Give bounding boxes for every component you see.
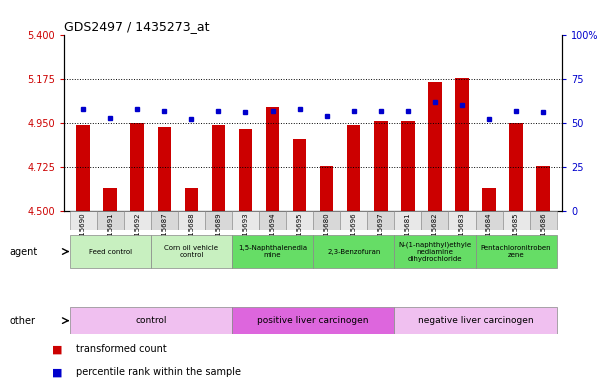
Text: Corn oil vehicle
control: Corn oil vehicle control: [164, 245, 218, 258]
Text: GSM115695: GSM115695: [296, 212, 302, 255]
Text: ■: ■: [52, 367, 62, 377]
Bar: [70, 308, 232, 334]
Bar: [103, 188, 117, 211]
Bar: [482, 188, 496, 211]
Bar: [401, 121, 415, 211]
Text: agent: agent: [9, 247, 37, 257]
Bar: [503, 211, 530, 230]
Bar: [70, 211, 97, 230]
Bar: [232, 211, 259, 230]
Bar: [394, 308, 557, 334]
Bar: [185, 188, 198, 211]
Bar: [530, 211, 557, 230]
Text: GSM115691: GSM115691: [107, 212, 113, 255]
Text: GSM115682: GSM115682: [432, 212, 438, 255]
Bar: [448, 211, 475, 230]
Bar: [536, 166, 550, 211]
Bar: [293, 139, 306, 211]
Text: GSM115690: GSM115690: [80, 212, 86, 255]
Text: Feed control: Feed control: [89, 248, 132, 255]
Text: GSM115680: GSM115680: [324, 212, 330, 255]
Bar: [475, 235, 557, 268]
Text: negative liver carcinogen: negative liver carcinogen: [418, 316, 533, 325]
Bar: [158, 127, 171, 211]
Bar: [347, 125, 360, 211]
Bar: [97, 211, 123, 230]
Bar: [70, 235, 151, 268]
Text: GSM115685: GSM115685: [513, 212, 519, 255]
Bar: [286, 211, 313, 230]
Text: GSM115689: GSM115689: [216, 212, 221, 255]
Text: GSM115681: GSM115681: [405, 212, 411, 255]
Text: GSM115696: GSM115696: [351, 212, 357, 255]
Bar: [475, 211, 503, 230]
Bar: [266, 107, 279, 211]
Text: GSM115687: GSM115687: [161, 212, 167, 255]
Text: GSM115694: GSM115694: [269, 212, 276, 255]
Text: GSM115684: GSM115684: [486, 212, 492, 255]
Text: GSM115686: GSM115686: [540, 212, 546, 255]
Bar: [455, 78, 469, 211]
Bar: [232, 235, 313, 268]
Bar: [151, 235, 232, 268]
Bar: [510, 123, 523, 211]
Text: GSM115688: GSM115688: [188, 212, 194, 255]
Text: other: other: [9, 316, 35, 326]
Text: GSM115693: GSM115693: [243, 212, 249, 255]
Text: 1,5-Naphthalenedia
mine: 1,5-Naphthalenedia mine: [238, 245, 307, 258]
Bar: [394, 235, 475, 268]
Bar: [394, 211, 422, 230]
Bar: [239, 129, 252, 211]
Text: positive liver carcinogen: positive liver carcinogen: [257, 316, 369, 325]
Text: GDS2497 / 1435273_at: GDS2497 / 1435273_at: [64, 20, 210, 33]
Bar: [313, 211, 340, 230]
Bar: [211, 125, 225, 211]
Text: Pentachloronitroben
zene: Pentachloronitroben zene: [481, 245, 551, 258]
Bar: [428, 82, 442, 211]
Text: percentile rank within the sample: percentile rank within the sample: [76, 367, 241, 377]
Text: ■: ■: [52, 344, 62, 354]
Bar: [259, 211, 286, 230]
Text: GSM115697: GSM115697: [378, 212, 384, 255]
Bar: [320, 166, 334, 211]
Text: GSM115692: GSM115692: [134, 212, 141, 255]
Bar: [367, 211, 394, 230]
Bar: [123, 211, 151, 230]
Bar: [76, 125, 90, 211]
Text: 2,3-Benzofuran: 2,3-Benzofuran: [327, 248, 381, 255]
Bar: [232, 308, 394, 334]
Bar: [313, 235, 394, 268]
Bar: [422, 211, 448, 230]
Bar: [131, 123, 144, 211]
Bar: [374, 121, 387, 211]
Bar: [340, 211, 367, 230]
Text: transformed count: transformed count: [76, 344, 167, 354]
Text: GSM115683: GSM115683: [459, 212, 465, 255]
Bar: [151, 211, 178, 230]
Text: control: control: [135, 316, 167, 325]
Bar: [205, 211, 232, 230]
Text: N-(1-naphthyl)ethyle
nediamine
dihydrochloride: N-(1-naphthyl)ethyle nediamine dihydroch…: [398, 241, 472, 262]
Bar: [178, 211, 205, 230]
